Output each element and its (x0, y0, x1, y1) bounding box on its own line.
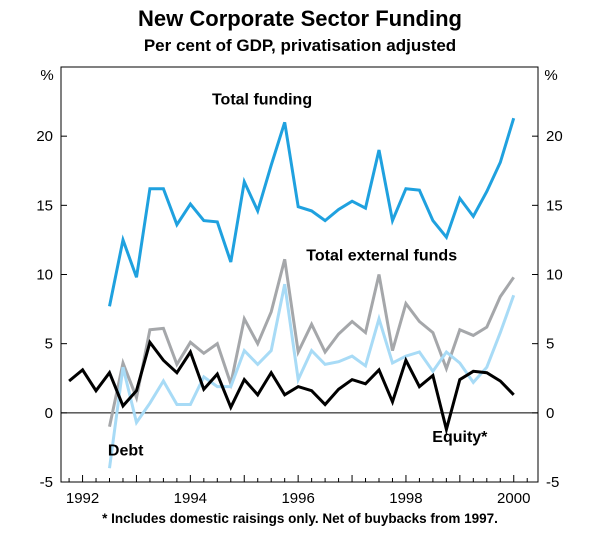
y-tick-label-right: 5 (546, 336, 554, 353)
x-tick-label: 1998 (389, 490, 422, 507)
y-tick-label-right: 10 (546, 267, 563, 284)
series-line-equity (68, 338, 515, 436)
x-tick-label: 1992 (66, 490, 99, 507)
series-line-total-funding (108, 117, 516, 307)
series-line-total-external-funds (108, 258, 515, 428)
y-tick-label-right: 0 (546, 405, 554, 422)
plot-frame (60, 66, 539, 483)
y-tick-label-left: 15 (36, 197, 53, 214)
series-line-debt (108, 283, 516, 469)
y-tick-label-left: -5 (40, 474, 53, 491)
y-tick-label-left: 5 (45, 336, 53, 353)
y-tick-label-right: 20 (546, 128, 563, 145)
y-tick-label-left: 0 (45, 405, 53, 422)
chart-title: New Corporate Sector Funding (138, 6, 462, 31)
plot-border (60, 66, 539, 483)
series-label-total-funding: Total funding (212, 91, 312, 108)
series-labels: Total funding Total external funds Debt Equ… (108, 91, 488, 459)
y-unit-label-left: % (40, 67, 53, 84)
series-label-debt: Debt (108, 443, 144, 460)
series-lines (68, 117, 516, 469)
x-tick-label: 1996 (281, 490, 314, 507)
x-tick-label: 1994 (174, 490, 207, 507)
chart-subtitle: Per cent of GDP, privatisation adjusted (143, 36, 457, 55)
y-tick-label-right: 15 (546, 197, 563, 214)
axis-ticks: -5 -5 0 0 5 5 10 10 15 15 20 20% % 1992 1994 1996 1998 20… (36, 67, 562, 507)
chart-footnote: * Includes domestic raisings only. Net o… (102, 511, 498, 526)
y-tick-label-right: -5 (546, 474, 559, 491)
y-unit-label-right: % (544, 67, 557, 84)
x-tick-label: 2000 (497, 490, 530, 507)
y-tick-label-left: 20 (36, 128, 53, 145)
y-tick-label-left: 10 (36, 267, 53, 284)
series-label-equity: Equity* (432, 429, 488, 446)
series-label-total-external-funds: Total external funds (306, 248, 457, 265)
